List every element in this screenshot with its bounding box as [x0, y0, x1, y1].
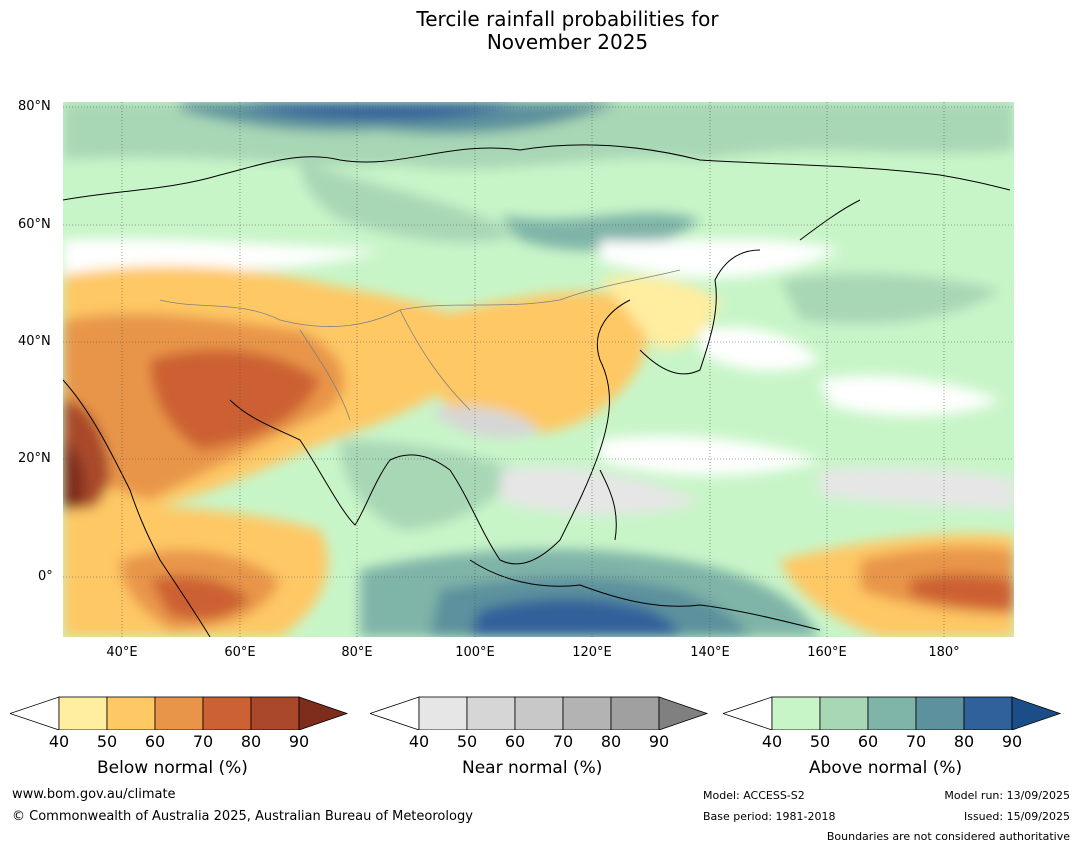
colorbar-swatch: [610, 696, 660, 731]
cb-above-tick-40: 40: [761, 732, 783, 751]
cb-above-tick-70: 70: [905, 732, 927, 751]
colorbar-above-normal: 40 50 60 70 80 90 Above normal (%): [721, 690, 1063, 790]
colorbar-swatch: [771, 696, 821, 731]
cb-below-title: Below normal (%): [97, 758, 248, 778]
lon-label-120e: 120°E: [572, 645, 612, 660]
colorbar-swatch: [466, 696, 516, 731]
cb-above-tick-50: 50: [809, 732, 831, 751]
colorbar-low-arrow: [8, 696, 60, 731]
cb-below-tick-60: 60: [144, 732, 166, 751]
lat-label-0: 0°: [38, 569, 53, 584]
cb-below-tick-40: 40: [48, 732, 70, 751]
cb-above-title: Above normal (%): [809, 758, 963, 778]
lon-label-60e: 60°E: [224, 645, 256, 660]
lon-label-140e: 140°E: [690, 645, 730, 660]
lon-label-40e: 40°E: [106, 645, 138, 660]
model-text: Model: ACCESS-S2: [703, 789, 805, 802]
cb-above-tick-60: 60: [857, 732, 879, 751]
colorbar-high-arrow: [298, 696, 349, 731]
colorbar-swatch: [418, 696, 468, 731]
colorbar-swatch: [514, 696, 564, 731]
cb-near-tick-90: 90: [648, 732, 670, 751]
rainfall-map: [63, 102, 1014, 637]
lat-label-60n: 60°N: [18, 217, 51, 232]
cb-near-title: Near normal (%): [462, 758, 603, 778]
colorbar-swatch: [963, 696, 1013, 731]
cb-near-tick-50: 50: [456, 732, 478, 751]
gridlines: [63, 102, 1014, 637]
colorbar-below-swatches: [8, 696, 349, 731]
colorbar-swatch: [58, 696, 108, 731]
colorbar-below-normal: 40 50 60 70 80 90 Below normal (%): [8, 690, 350, 790]
lat-label-80n: 80°N: [18, 99, 51, 114]
lat-label-20n: 20°N: [18, 451, 51, 466]
title-line-1: Tercile rainfall probabilities for: [416, 7, 719, 31]
colorbar-high-arrow: [658, 696, 709, 731]
boundaries: [159, 269, 681, 421]
website-link[interactable]: www.bom.gov.au/climate: [12, 787, 176, 802]
lon-label-160e: 160°E: [807, 645, 847, 660]
copyright-text: © Commonwealth of Australia 2025, Austra…: [12, 809, 473, 824]
model-run-text: Model run: 13/09/2025: [944, 789, 1070, 802]
cb-near-tick-80: 80: [600, 732, 622, 751]
colorbar-high-arrow: [1011, 696, 1062, 731]
colorbar-swatch: [154, 696, 204, 731]
cb-near-tick-40: 40: [408, 732, 430, 751]
lat-label-40n: 40°N: [18, 334, 51, 349]
colorbar-above-swatches: [721, 696, 1062, 731]
disclaimer-text: Boundaries are not considered authoritat…: [826, 830, 1070, 843]
colorbar-swatch: [915, 696, 965, 731]
probability-field: [63, 102, 1014, 637]
lon-label-100e: 100°E: [455, 645, 495, 660]
cb-below-tick-90: 90: [288, 732, 310, 751]
colorbar-swatch: [250, 696, 300, 731]
lon-label-80e: 80°E: [341, 645, 373, 660]
issued-text: Issued: 15/09/2025: [963, 810, 1070, 823]
colorbar-swatch: [562, 696, 612, 731]
colorbar-swatch: [819, 696, 869, 731]
cb-near-tick-60: 60: [504, 732, 526, 751]
cb-below-tick-50: 50: [96, 732, 118, 751]
colorbar-swatch: [867, 696, 917, 731]
base-period-text: Base period: 1981-2018: [703, 810, 836, 823]
lon-label-180: 180°: [928, 645, 960, 660]
colorbar-swatch: [106, 696, 156, 731]
cb-above-tick-90: 90: [1001, 732, 1023, 751]
colorbar-low-arrow: [368, 696, 420, 731]
colorbar-low-arrow: [721, 696, 773, 731]
cb-below-tick-70: 70: [192, 732, 214, 751]
title-line-2: November 2025: [486, 30, 649, 54]
cb-above-tick-80: 80: [953, 732, 975, 751]
colorbar-swatch: [202, 696, 252, 731]
cb-near-tick-70: 70: [552, 732, 574, 751]
map-title: Tercile rainfall probabilities for Novem…: [0, 8, 1081, 54]
map-area: 80°N 60°N 40°N 20°N 0° 40°E 60°E 80°E 10…: [18, 99, 1014, 660]
colorbar-near-normal: 40 50 60 70 80 90 Near normal (%): [368, 690, 710, 790]
coastlines: [63, 144, 1011, 637]
colorbar-near-swatches: [368, 696, 709, 731]
cb-below-tick-80: 80: [240, 732, 262, 751]
